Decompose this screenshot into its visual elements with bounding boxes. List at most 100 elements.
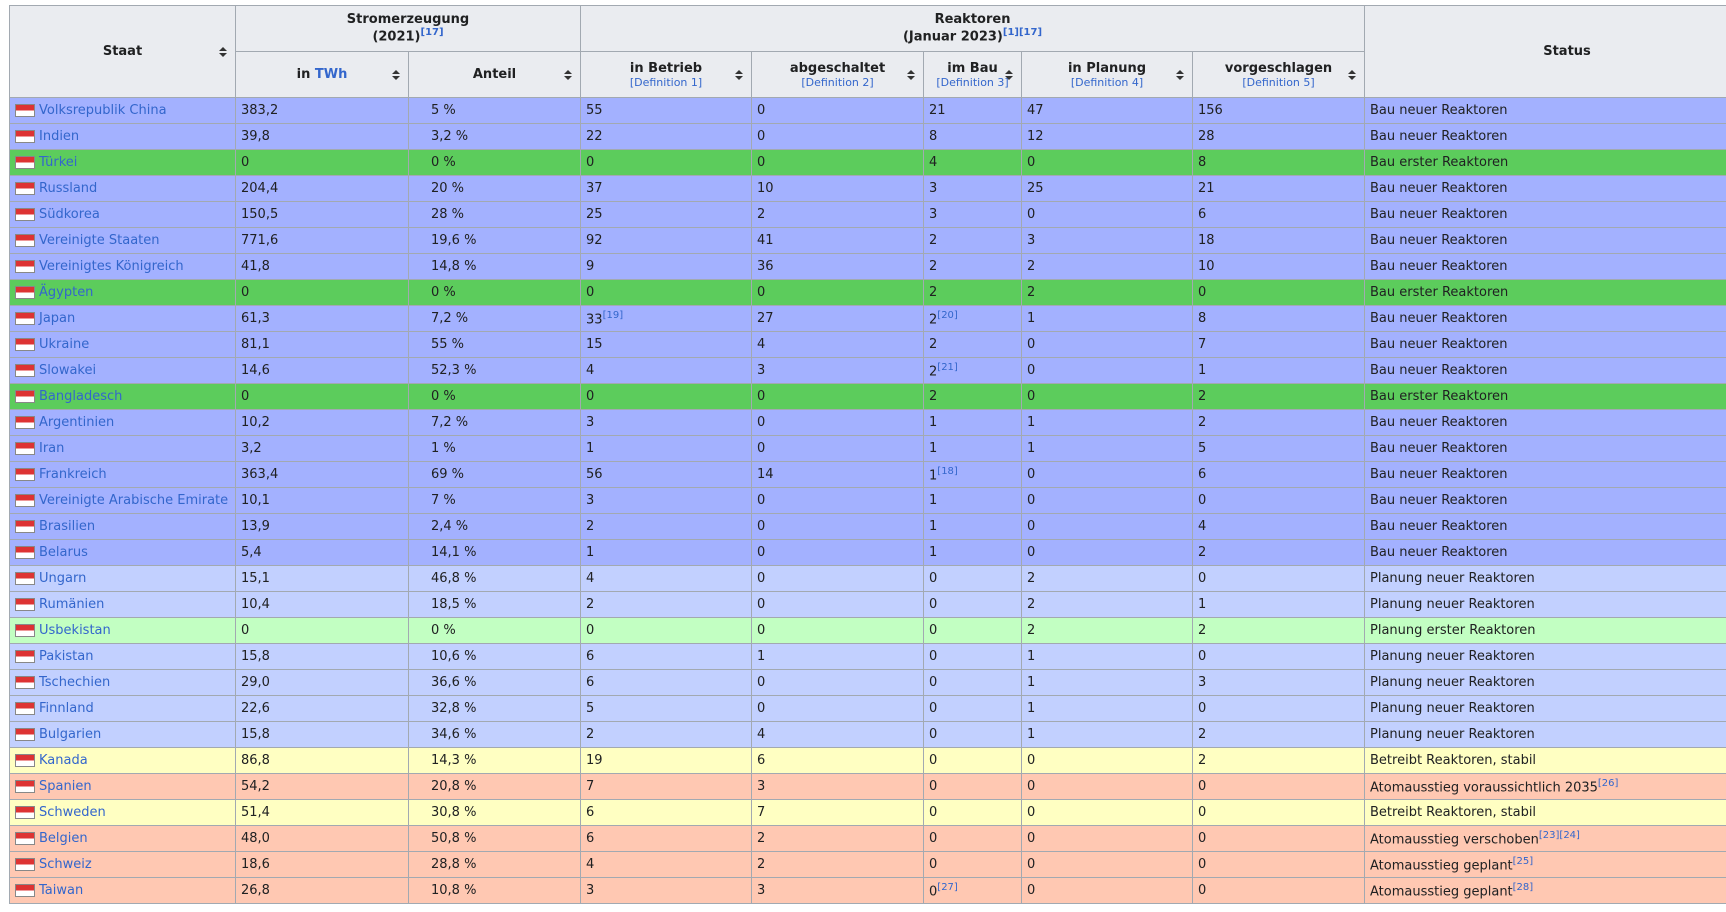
link[interactable]: TWh xyxy=(314,67,348,82)
value-cell: 0 xyxy=(1021,877,1194,904)
table-row: Kanada 86,8 14,3 % 19 6 0 0 2 Betreibt Reaktoren… xyxy=(9,747,1726,774)
subheader[interactable]: vorgeschlagen [Definition 5] xyxy=(1192,51,1366,98)
country-link[interactable]: Taiwan xyxy=(39,883,84,898)
value-cell: 2 xyxy=(580,513,753,540)
ref[interactable]: [26] xyxy=(1597,777,1619,789)
table: Staat Stromerzeugung (2021)[17] Reaktoren… xyxy=(9,5,1726,904)
country-link[interactable]: Slowakei xyxy=(39,363,97,378)
table-row: Ukraine 81,1 55 % 15 4 2 0 7 Bau neuer Reaktoren xyxy=(9,331,1726,358)
country-link[interactable]: Kanada xyxy=(39,753,88,768)
value-cell: 3 xyxy=(923,201,1023,228)
ref[interactable]: [27] xyxy=(937,881,958,893)
table-row: Südkorea 150,5 28 % 25 2 3 0 6 Bau neuer Reaktor… xyxy=(9,201,1726,228)
status-cell: Bau erster Reaktoren xyxy=(1364,279,1726,306)
subheader[interactable]: Anteil xyxy=(407,51,582,98)
country-link[interactable]: Pakistan xyxy=(39,649,94,664)
subheader[interactable]: abgeschaltet [Definition 2] xyxy=(751,51,925,98)
country-link[interactable]: Ungarn xyxy=(39,571,87,586)
value-cell: 0 xyxy=(923,851,1023,878)
value-cell: 50,8 % xyxy=(407,825,582,852)
country-link[interactable]: Iran xyxy=(39,441,65,456)
ref[interactable]: [21] xyxy=(937,361,958,373)
definition-link[interactable]: [Definition 4] xyxy=(1070,75,1144,89)
table-row: Frankreich 363,4 69 % 56 14 1[18] 0 6 Bau neuer … xyxy=(9,461,1726,488)
country-link[interactable]: Argentinien xyxy=(39,415,115,430)
value-cell: 41,8 xyxy=(235,253,409,280)
definition-link[interactable]: [Definition 3] xyxy=(936,75,1009,89)
value-cell: 0 xyxy=(751,97,925,124)
ref[interactable]: [23][24] xyxy=(1538,829,1580,841)
country-link[interactable]: Vereinigte Staaten xyxy=(39,233,160,248)
country-link[interactable]: Belarus xyxy=(39,545,88,560)
subheader[interactable]: in Planung [Definition 4] xyxy=(1021,51,1194,98)
header-reaktoren: Reaktoren (Januar 2023)[1][17] xyxy=(580,5,1366,52)
value-cell: 383,2 xyxy=(235,97,409,124)
value-cell: 12 xyxy=(1021,123,1194,150)
value-cell: 0 xyxy=(1192,487,1366,514)
value-cell: 0 xyxy=(580,279,753,306)
country-link[interactable]: Spanien xyxy=(39,779,92,794)
value-cell: 19,6 % xyxy=(407,227,582,254)
ref[interactable]: [25] xyxy=(1512,855,1534,867)
ref[interactable]: [17] xyxy=(1018,27,1043,39)
country-link[interactable]: Ägypten xyxy=(39,285,94,300)
country-link[interactable]: Bulgarien xyxy=(39,727,102,742)
country-link[interactable]: Südkorea xyxy=(39,207,100,222)
country-link[interactable]: Usbekistan xyxy=(39,623,111,638)
country-link[interactable]: Ukraine xyxy=(39,337,90,352)
status-cell: Bau erster Reaktoren xyxy=(1364,383,1726,410)
table-row: Pakistan 15,8 10,6 % 6 1 0 1 0 Planung neuer Rea… xyxy=(9,643,1726,670)
flag xyxy=(15,598,35,611)
value-cell: 0 xyxy=(923,617,1023,644)
header-staat[interactable]: Staat xyxy=(9,5,236,98)
ref[interactable]: [17] xyxy=(420,27,444,39)
country-link[interactable]: Frankreich xyxy=(39,467,107,482)
subheader[interactable]: im Bau [Definition 3] xyxy=(923,51,1023,98)
status-cell: Planung neuer Reaktoren xyxy=(1364,565,1726,592)
country-link[interactable]: Türkei xyxy=(39,155,78,170)
value-cell: 29,0 xyxy=(235,669,409,696)
country-link[interactable]: Volksrepublik China xyxy=(39,103,167,118)
definition-link[interactable]: [Definition 1] xyxy=(629,75,703,89)
value-cell: 0 % xyxy=(407,617,582,644)
value-cell: 3,2 xyxy=(235,435,409,462)
ref[interactable]: [20] xyxy=(937,309,958,321)
value-cell: 0 xyxy=(580,617,753,644)
value-cell: 0 xyxy=(923,565,1023,592)
value-cell: 3 xyxy=(751,773,925,800)
status-cell: Betreibt Reaktoren, stabil xyxy=(1364,799,1726,826)
definition-link[interactable]: [Definition 2] xyxy=(801,75,874,89)
cell-text: 1 xyxy=(929,468,938,484)
country-link[interactable]: Belgien xyxy=(39,831,88,846)
status-cell: Bau neuer Reaktoren xyxy=(1364,409,1726,436)
country-link[interactable]: Vereinigte Arabische Emirate xyxy=(39,493,229,508)
country-link[interactable]: Japan xyxy=(39,311,76,326)
definition-link[interactable]: [Definition 5] xyxy=(1242,75,1315,89)
status-cell: Planung neuer Reaktoren xyxy=(1364,721,1726,748)
country-link[interactable]: Rumänien xyxy=(39,597,105,612)
value-cell: 25 xyxy=(580,201,753,228)
country-link[interactable]: Schweden xyxy=(39,805,106,820)
value-cell: 4 xyxy=(580,851,753,878)
subheader[interactable]: in Betrieb [Definition 1] xyxy=(580,51,753,98)
flag xyxy=(15,468,35,481)
country-link[interactable]: Vereinigtes Königreich xyxy=(39,259,184,274)
ref[interactable]: [28] xyxy=(1512,881,1534,893)
country-link[interactable]: Tschechien xyxy=(39,675,111,690)
country-link[interactable]: Russland xyxy=(39,181,98,196)
status-cell: Atomausstieg voraussichtlich 2035[26] xyxy=(1364,773,1726,800)
subheader[interactable]: in TWh xyxy=(235,51,409,98)
country-link[interactable]: Schweiz xyxy=(39,857,92,872)
country-link[interactable]: Brasilien xyxy=(39,519,96,534)
header-status[interactable]: Status xyxy=(1364,5,1726,98)
ref[interactable]: [19] xyxy=(602,309,624,321)
country-cell: Kanada xyxy=(9,747,236,774)
status-cell: Atomausstieg geplant[25] xyxy=(1364,851,1726,878)
country-link[interactable]: Bangladesch xyxy=(39,389,123,404)
status-cell: Bau neuer Reaktoren xyxy=(1364,123,1726,150)
ref[interactable]: [1] xyxy=(1002,27,1019,39)
country-link[interactable]: Indien xyxy=(39,129,80,144)
value-cell: 19 xyxy=(580,747,753,774)
country-link[interactable]: Finnland xyxy=(39,701,94,716)
ref[interactable]: [18] xyxy=(937,465,958,477)
